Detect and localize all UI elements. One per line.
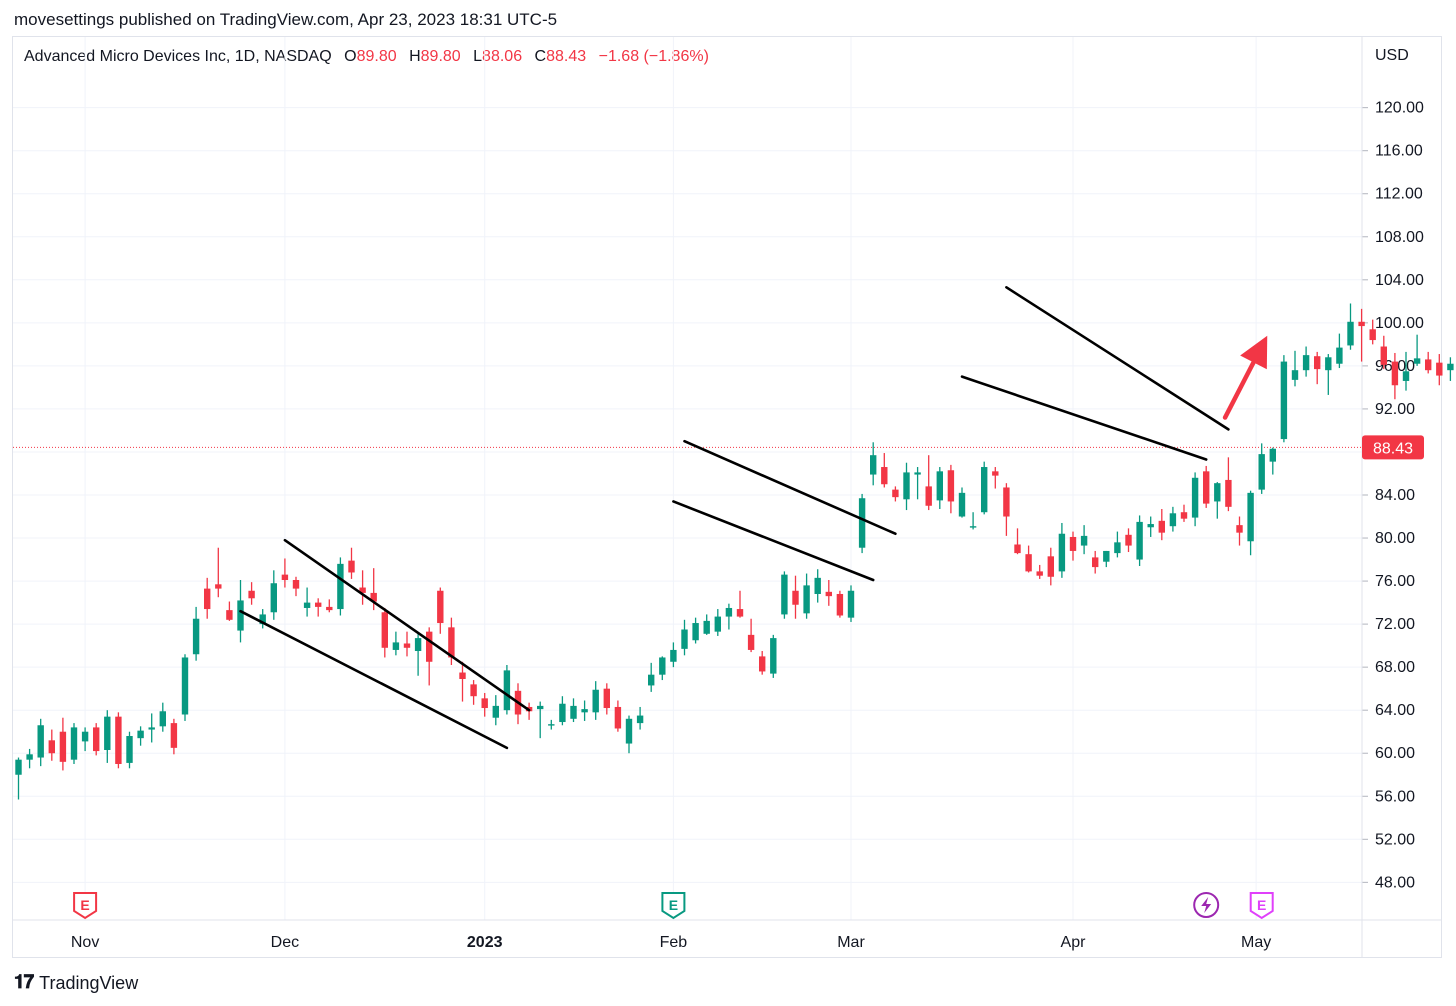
candle (1447, 357, 1454, 381)
low-value: 88.06 (482, 48, 523, 65)
tradingview-logo-icon: 𝟏𝟕 (14, 972, 34, 993)
high-value: 89.80 (420, 48, 461, 65)
symbol-title[interactable]: Advanced Micro Devices Inc, 1D, NASDAQ (24, 48, 332, 65)
close-label: C (534, 48, 547, 65)
open-label: O (344, 48, 357, 65)
open-value: 89.80 (356, 48, 397, 65)
footer-brand[interactable]: 𝟏𝟕 TradingView (14, 972, 138, 994)
symbol-legend: Advanced Micro Devices Inc, 1D, NASDAQ O… (24, 48, 717, 66)
close-value: 88.43 (546, 48, 587, 65)
change-value: −1.68 (−1.86%) (598, 48, 709, 65)
publish-info: movesettings published on TradingView.co… (14, 10, 558, 29)
footer-brand-label: TradingView (39, 972, 139, 993)
low-label: L (473, 48, 483, 65)
chart-frame (12, 36, 1442, 958)
high-label: H (409, 48, 421, 65)
